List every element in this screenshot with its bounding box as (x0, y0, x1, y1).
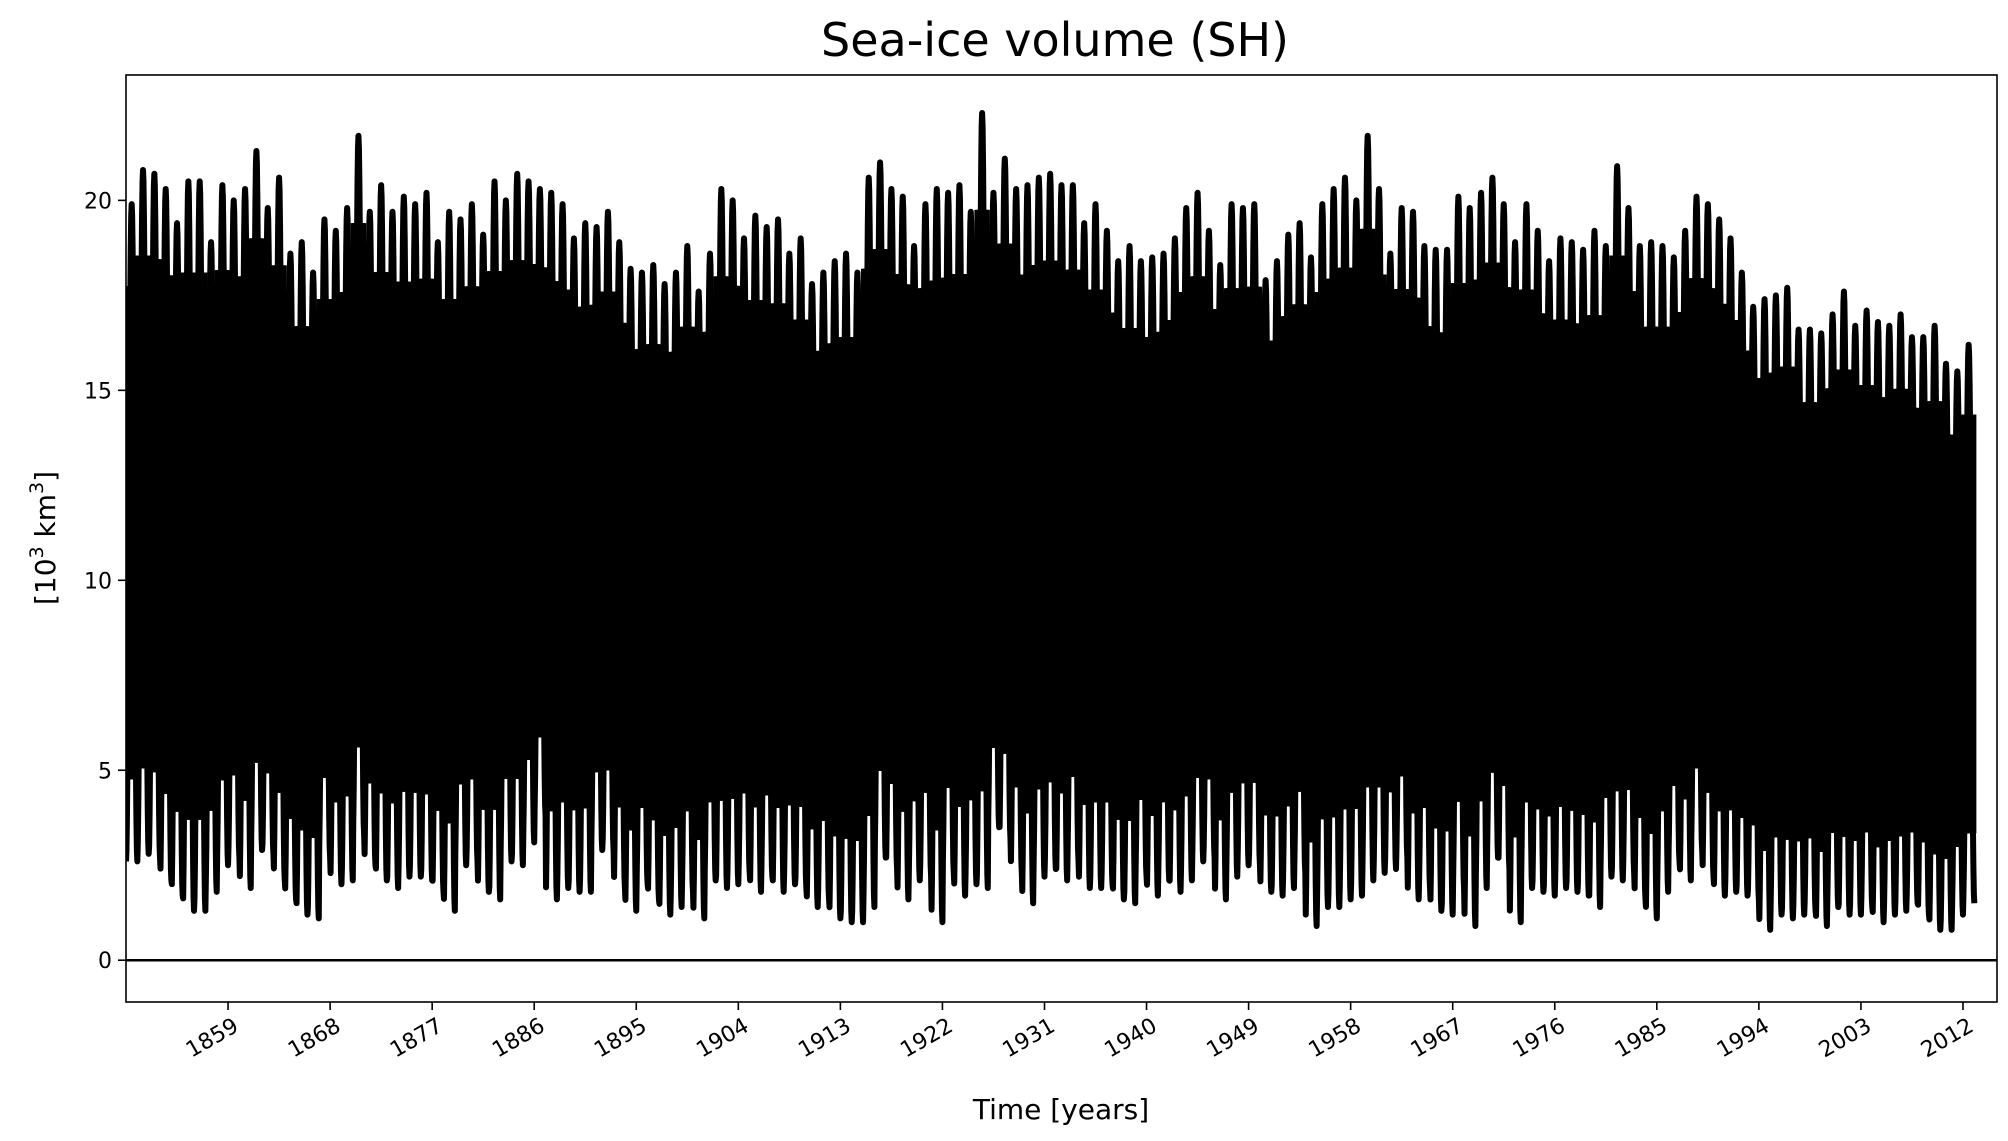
y-tick-label: 15 (84, 379, 112, 404)
y-tick-label: 5 (98, 759, 112, 784)
y-label-exponent-1: 3 (26, 546, 48, 558)
y-label-exponent-2: 3 (26, 482, 48, 494)
y-label-unit: km (29, 494, 62, 546)
series-line (126, 109, 1978, 933)
y-axis-label: [103 km3] (26, 471, 62, 605)
y-tick-label: 20 (84, 189, 112, 214)
series-layer (126, 109, 1978, 933)
y-tick-label: 0 (98, 949, 112, 974)
y-label-end: ] (29, 471, 62, 482)
chart-title: Sea-ice volume (SH) (821, 13, 1289, 67)
y-label-base: [10 (29, 558, 62, 605)
plot-frame (125, 74, 1998, 1003)
y-tick-label: 10 (84, 569, 112, 594)
x-axis-label: Time [years] (972, 1093, 1149, 1126)
y-axis: 0 5 10 15 20 (84, 189, 126, 974)
